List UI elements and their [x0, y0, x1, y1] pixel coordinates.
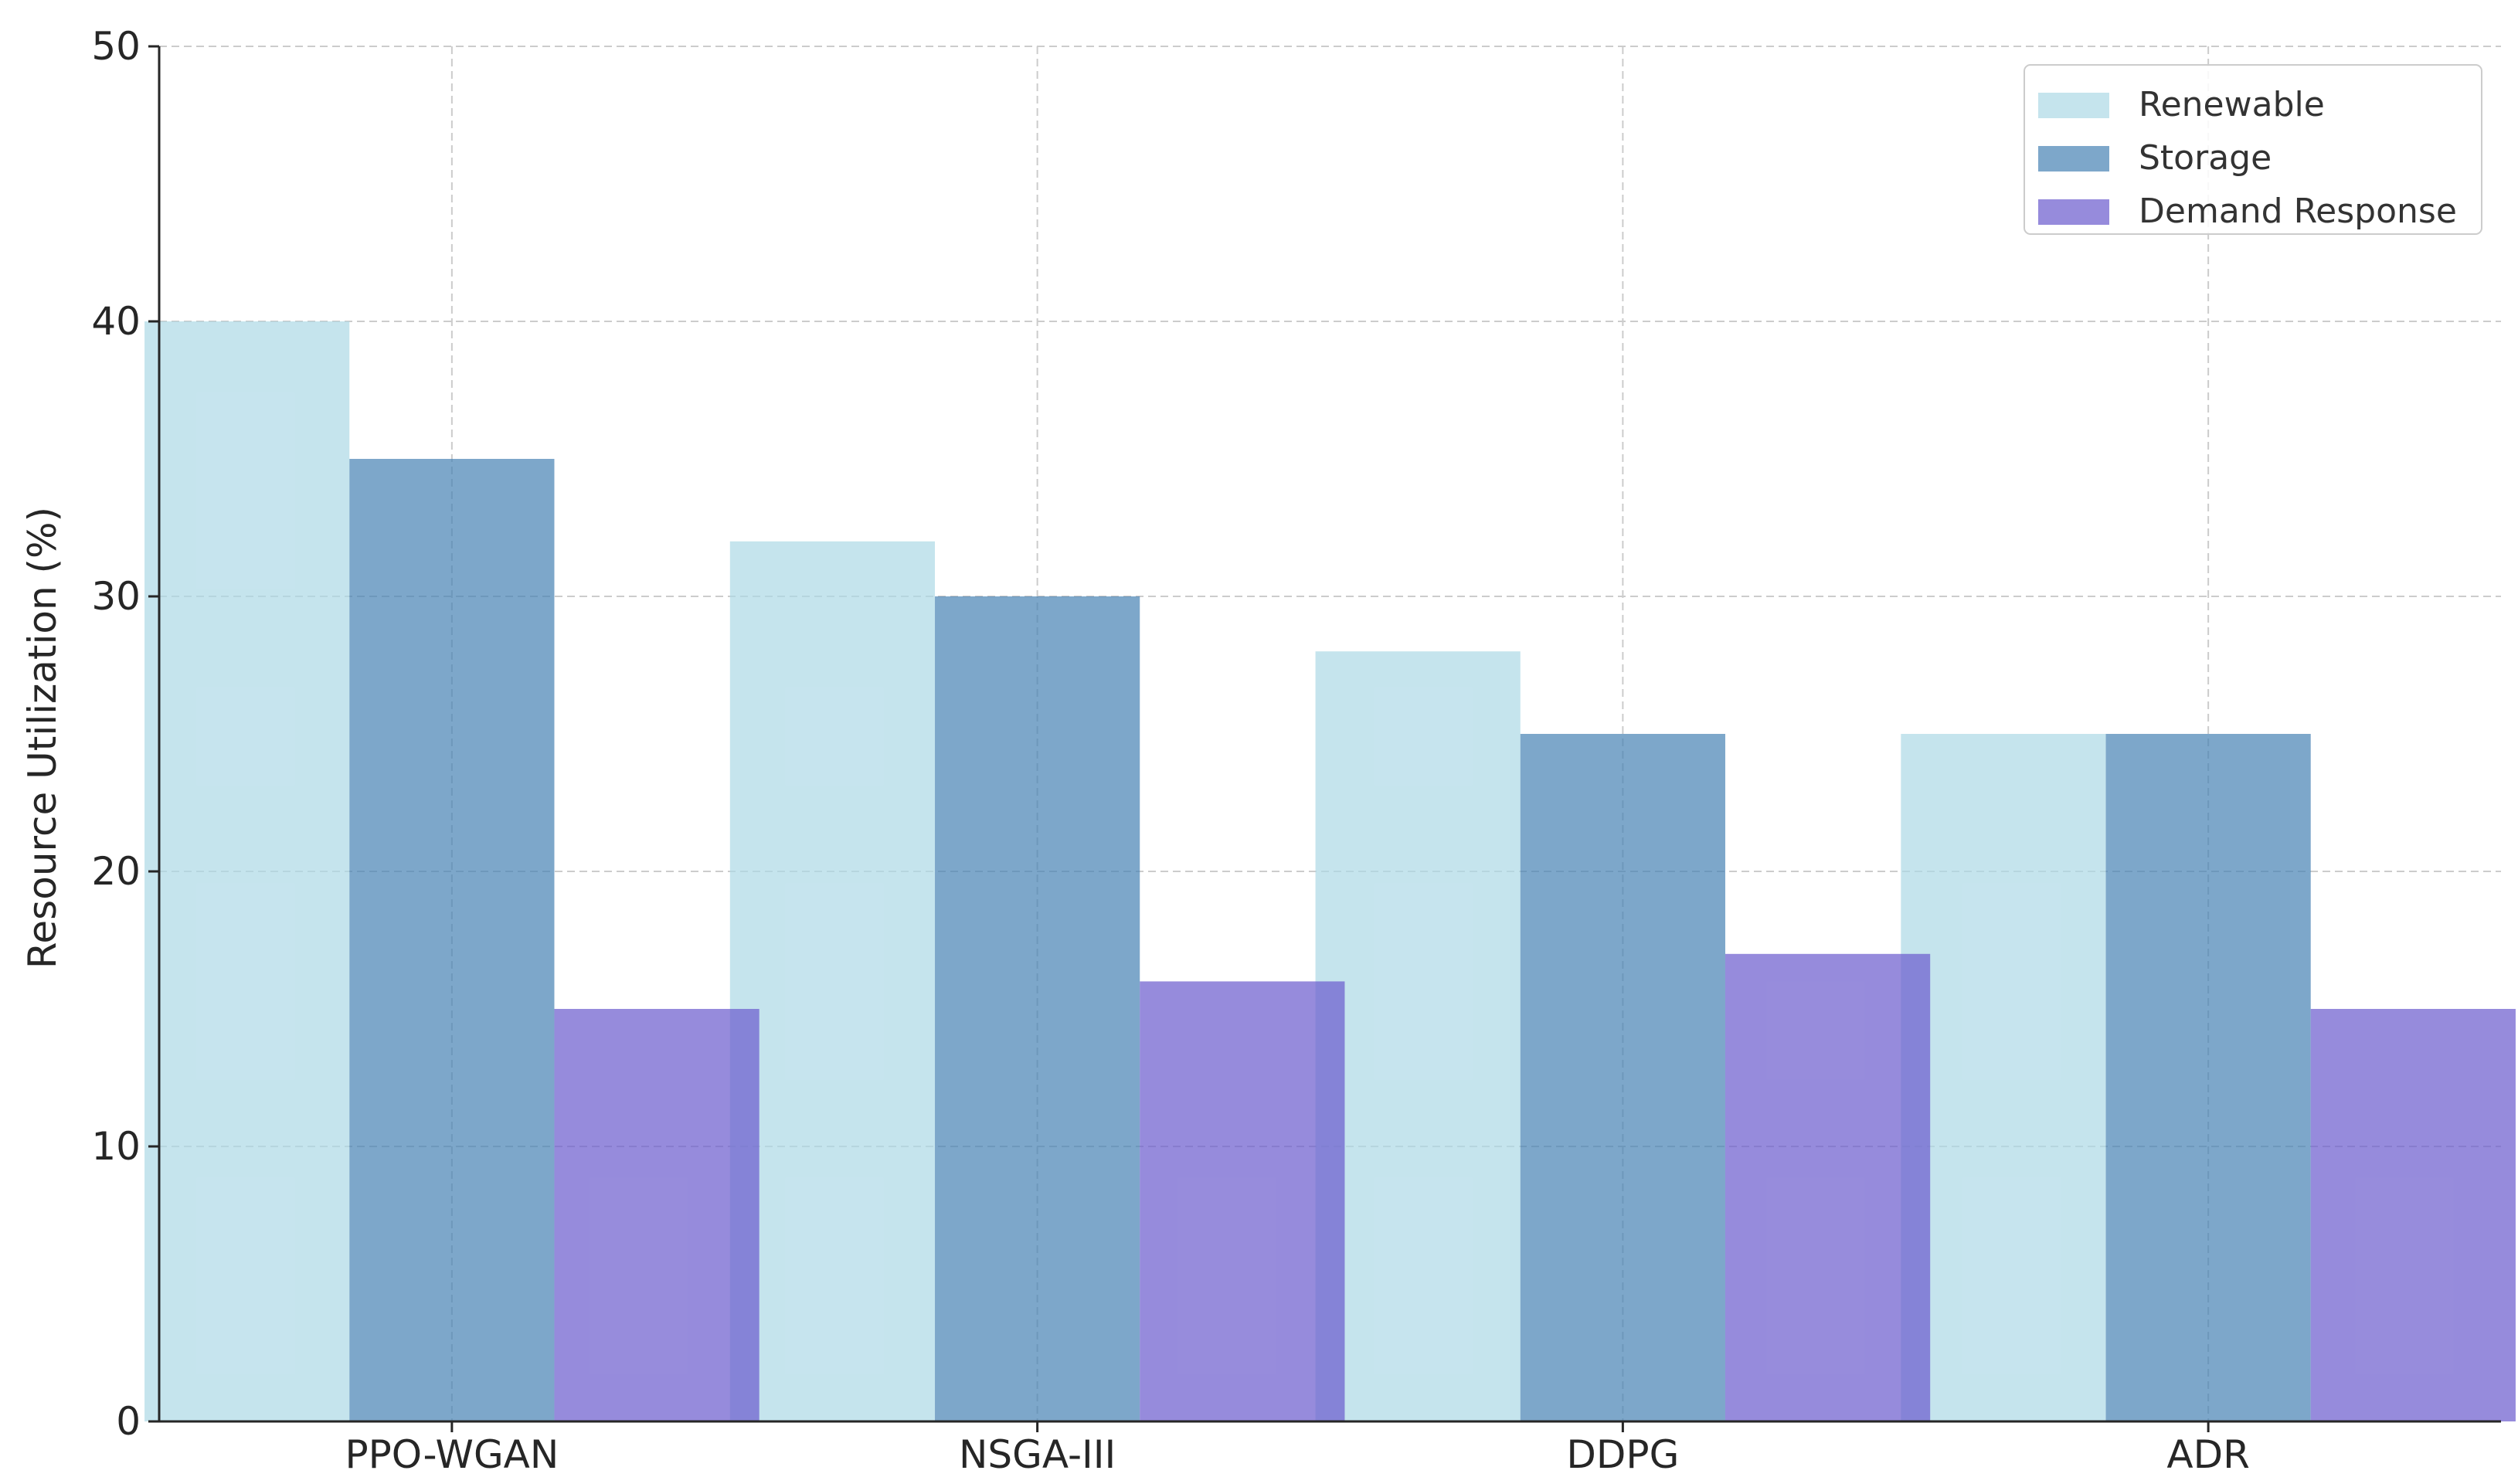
x-tick-label: NSGA-III — [959, 1432, 1116, 1477]
bar-demand-response-ddpg — [1725, 953, 1931, 1421]
legend-label: Demand Response — [2139, 192, 2457, 231]
legend-swatch — [2038, 93, 2109, 118]
bar-renewable-ppo-wgan — [144, 321, 350, 1421]
bar-demand-response-adr — [2310, 1009, 2516, 1421]
legend: Renewable Storage Demand Response — [2024, 64, 2482, 235]
bar-demand-response-nsga-iii — [1140, 981, 1345, 1421]
legend-swatch — [2038, 146, 2109, 171]
y-tick-label: 50 — [91, 24, 141, 69]
bar-storage-adr — [2105, 734, 2311, 1421]
legend-swatch — [2038, 199, 2109, 225]
y-tick-label: 0 — [116, 1399, 141, 1444]
x-tick-label: DDPG — [1566, 1432, 1679, 1477]
y-axis-label: Resource Utilization (%) — [20, 507, 65, 969]
x-tick-label: PPO-WGAN — [345, 1432, 559, 1477]
bar-demand-response-ppo-wgan — [554, 1009, 759, 1421]
bar-renewable-ddpg — [1315, 651, 1521, 1421]
legend-label: Storage — [2139, 138, 2272, 178]
y-tick-label: 30 — [91, 574, 141, 619]
axes: 0 10 20 30 40 50 PPO-WGAN NSGA-III DDPG ADR — [91, 24, 2501, 1477]
bar-renewable-adr — [1901, 734, 2106, 1421]
y-tick-label: 40 — [91, 299, 141, 344]
y-tick-label: 10 — [91, 1124, 141, 1169]
x-tick-label: ADR — [2166, 1432, 2249, 1477]
legend-label: Renewable — [2139, 85, 2325, 124]
bars — [144, 321, 2516, 1421]
legend-box — [2024, 64, 2482, 235]
bar-storage-ppo-wgan — [349, 459, 555, 1421]
bar-storage-nsga-iii — [935, 596, 1140, 1421]
y-tick-label: 20 — [91, 849, 141, 894]
bar-renewable-nsga-iii — [729, 541, 936, 1421]
bar-storage-ddpg — [1520, 734, 1725, 1421]
